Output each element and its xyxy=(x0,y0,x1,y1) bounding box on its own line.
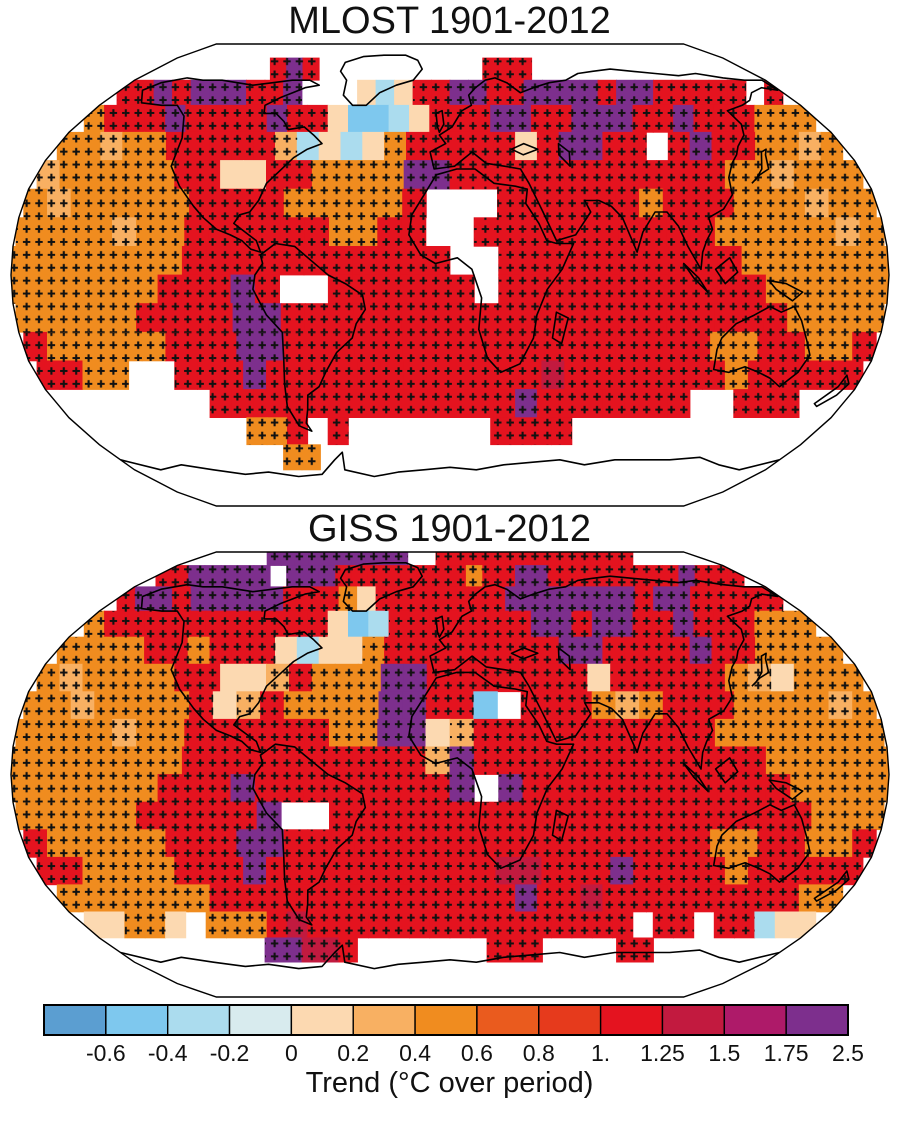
svg-text:1.75: 1.75 xyxy=(764,1040,809,1066)
svg-text:-0.4: -0.4 xyxy=(148,1040,188,1066)
map-title-mlost: MLOST 1901-2012 xyxy=(288,0,611,42)
svg-text:0.6: 0.6 xyxy=(461,1040,493,1066)
map-title-giss: GISS 1901-2012 xyxy=(307,508,592,550)
colorbar-segments xyxy=(43,1004,849,1036)
world-map-giss xyxy=(9,551,890,998)
colorbar-tick-labels: -0.6 -0.4 -0.2 0 0.2 0.4 0.6 0.8 1. 1.25 1.5 1.75 2.… xyxy=(86,1040,864,1066)
colorbar: -0.6 -0.4 -0.2 0 0.2 0.4 0.6 0.8 1. 1.25 1.5 1.75 2.… xyxy=(43,1004,864,1066)
map-outline xyxy=(9,43,890,507)
significance-hatching-layer xyxy=(11,58,888,470)
svg-text:0.2: 0.2 xyxy=(337,1040,369,1066)
svg-text:1.25: 1.25 xyxy=(640,1040,685,1066)
coastlines-layer xyxy=(119,562,850,970)
svg-text:1.5: 1.5 xyxy=(708,1040,740,1066)
colorbar-axis-label: Trend (°C over period) xyxy=(305,1067,594,1099)
svg-text:0.4: 0.4 xyxy=(399,1040,431,1066)
map-outline xyxy=(9,551,890,998)
svg-text:-0.2: -0.2 xyxy=(210,1040,250,1066)
coastlines-layer xyxy=(119,54,850,478)
world-map-mlost xyxy=(9,43,890,507)
svg-text:1.: 1. xyxy=(591,1040,610,1066)
svg-text:2.5: 2.5 xyxy=(832,1040,864,1066)
colorbar-frame xyxy=(43,1004,849,1036)
significance-hatching-layer xyxy=(11,552,888,963)
svg-text:0.8: 0.8 xyxy=(523,1040,555,1066)
svg-text:0: 0 xyxy=(285,1040,298,1066)
svg-text:-0.6: -0.6 xyxy=(86,1040,126,1066)
